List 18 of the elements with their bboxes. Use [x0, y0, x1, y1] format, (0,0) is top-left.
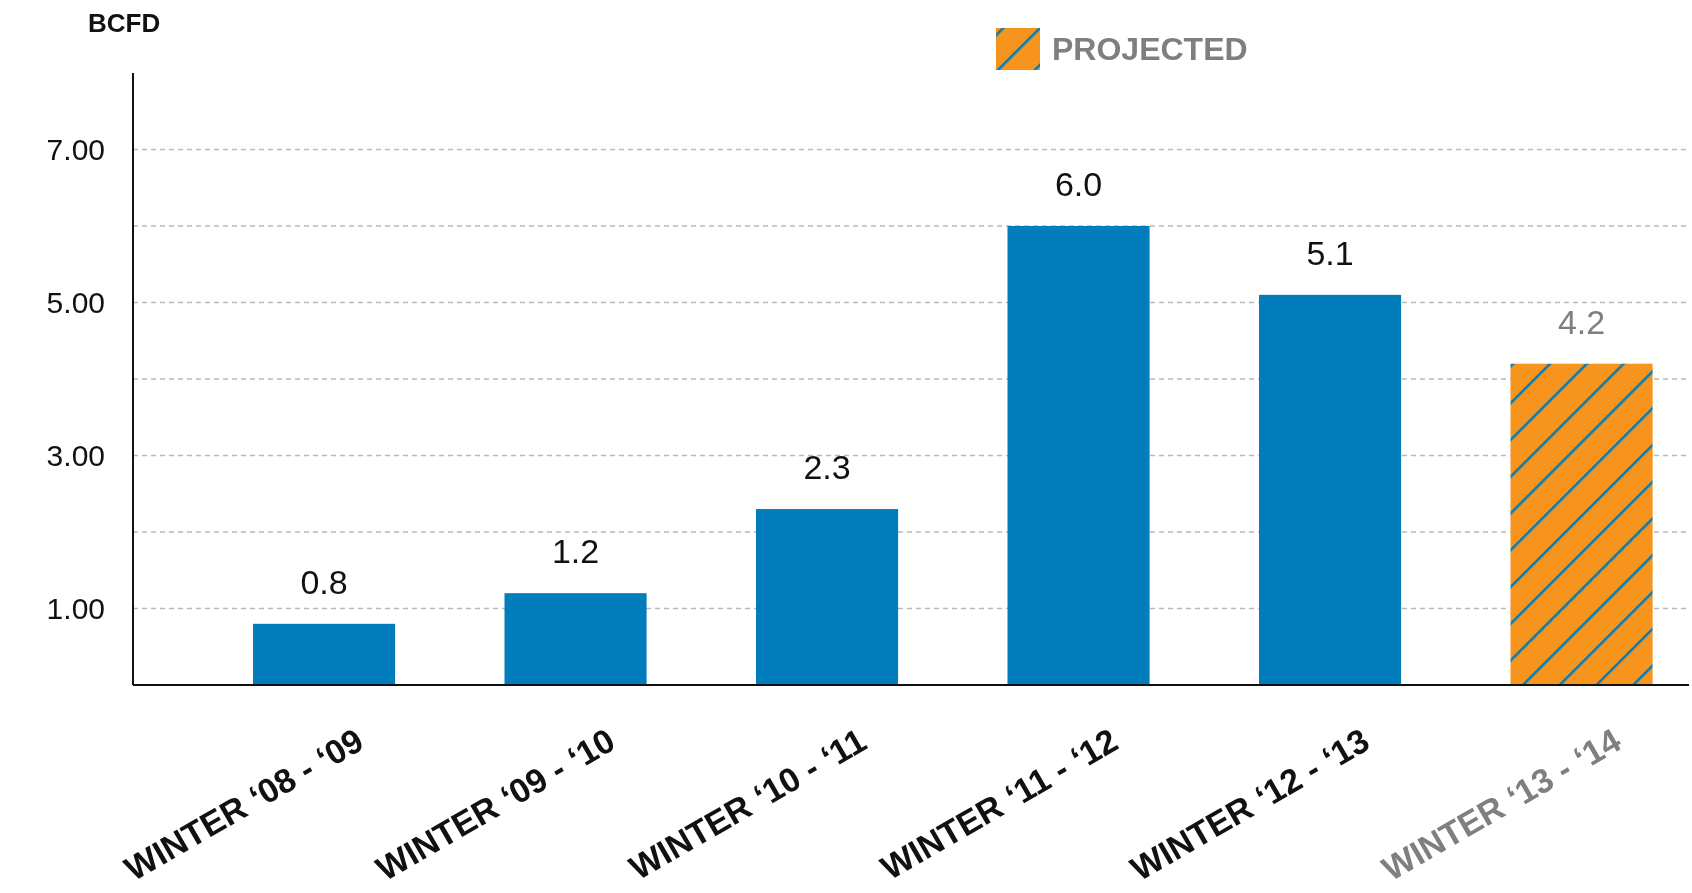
y-tick-label: 7.00 — [46, 133, 105, 166]
y-tick-label: 3.00 — [46, 439, 105, 472]
y-tick-label: 5.00 — [46, 286, 105, 319]
data-label: 5.1 — [1306, 233, 1354, 272]
bar — [504, 593, 647, 685]
data-label: 6.0 — [1054, 165, 1103, 203]
bar — [756, 509, 899, 685]
bar — [1007, 226, 1150, 685]
bar — [253, 623, 396, 685]
bar — [1259, 294, 1402, 685]
y-tick-label: 1.00 — [46, 592, 105, 625]
bar — [1510, 363, 1653, 685]
data-label: 0.8 — [300, 562, 348, 601]
data-label: 4.2 — [1557, 302, 1606, 341]
data-label: 1.2 — [551, 532, 600, 571]
data-label: 2.3 — [803, 448, 851, 487]
legend-label: PROJECTED — [1052, 31, 1248, 68]
y-axis-title: BCFD — [88, 8, 161, 38]
